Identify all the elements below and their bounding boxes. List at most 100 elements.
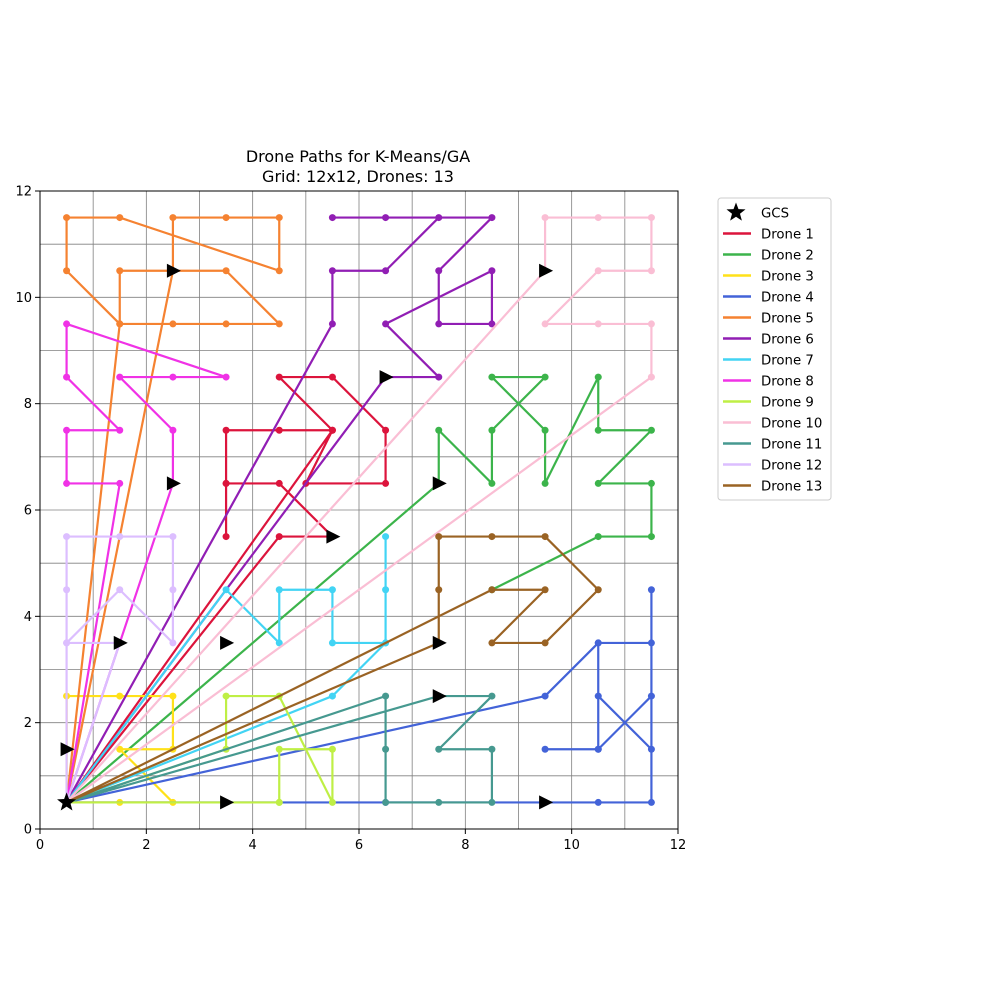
direction-marker-drone-4 [539, 795, 554, 810]
waypoint-drone-5 [116, 267, 124, 275]
waypoint-drone-10 [594, 320, 602, 328]
waypoint-drone-13 [488, 586, 496, 594]
series-drone-7 [65, 533, 390, 804]
waypoint-drone-1 [222, 426, 230, 434]
waypoint-drone-1 [275, 373, 283, 381]
direction-marker-drone-6 [379, 370, 394, 385]
waypoint-drone-5 [222, 267, 230, 275]
waypoint-drone-4 [647, 586, 655, 594]
legend-label: Drone 2 [761, 249, 814, 264]
waypoint-drone-11 [488, 745, 496, 753]
waypoint-drone-9 [328, 798, 336, 806]
waypoint-drone-11 [488, 692, 496, 700]
plot-area: 0 2 4 6 8 10 12 0 2 4 6 8 10 12 [15, 185, 686, 854]
x-tick-label: 8 [461, 838, 469, 853]
waypoint-drone-13 [594, 586, 602, 594]
waypoint-drone-13 [488, 639, 496, 647]
waypoint-drone-11 [435, 798, 443, 806]
waypoint-drone-7 [328, 586, 336, 594]
waypoint-drone-9 [222, 692, 230, 700]
x-tick-label: 4 [249, 838, 257, 853]
waypoint-drone-4 [594, 745, 602, 753]
waypoint-drone-3 [116, 745, 124, 753]
waypoint-drone-8 [116, 373, 124, 381]
legend-label: Drone 10 [761, 417, 822, 432]
legend-label: Drone 4 [761, 291, 814, 306]
waypoint-drone-1 [275, 479, 283, 487]
waypoint-drone-2 [435, 426, 443, 434]
waypoint-drone-3 [169, 692, 177, 700]
waypoint-drone-1 [328, 426, 336, 434]
waypoint-drone-2 [541, 373, 549, 381]
waypoint-drone-7 [222, 586, 230, 594]
legend-label: Drone 7 [761, 354, 814, 369]
waypoint-drone-10 [647, 320, 655, 328]
legend-item-drone-8: Drone 8 [723, 375, 814, 390]
waypoint-drone-4 [647, 798, 655, 806]
direction-marker-drone-10 [539, 263, 554, 278]
waypoint-drone-5 [275, 267, 283, 275]
waypoint-drone-12 [169, 639, 177, 647]
waypoint-drone-13 [488, 533, 496, 541]
waypoint-drone-2 [594, 373, 602, 381]
legend-item-drone-9: Drone 9 [723, 396, 814, 411]
waypoint-drone-4 [541, 745, 549, 753]
waypoint-drone-5 [222, 214, 230, 222]
waypoint-drone-5 [116, 214, 124, 222]
legend-label: Drone 11 [761, 438, 822, 453]
direction-markers [60, 263, 554, 810]
tick-layer: 0 2 4 6 8 10 12 0 2 4 6 8 10 12 [15, 185, 686, 854]
waypoint-drone-8 [222, 373, 230, 381]
waypoint-drone-13 [435, 586, 443, 594]
path-line-drone-5 [65, 216, 281, 804]
waypoint-drone-10 [594, 214, 602, 222]
direction-marker-drone-7 [220, 635, 235, 650]
gcs-layer [57, 792, 77, 811]
x-tick-label: 6 [355, 838, 363, 853]
waypoint-drone-12 [63, 639, 71, 647]
y-tick-label: 8 [24, 397, 32, 412]
legend-item-drone-3: Drone 3 [723, 270, 814, 285]
waypoint-drone-7 [382, 533, 390, 541]
waypoint-drone-2 [594, 533, 602, 541]
direction-marker-drone-8 [166, 476, 181, 491]
waypoint-drone-6 [382, 320, 390, 328]
waypoint-drone-7 [328, 692, 336, 700]
waypoint-drone-8 [63, 426, 71, 434]
waypoint-drone-4 [647, 745, 655, 753]
waypoint-drone-12 [169, 586, 177, 594]
waypoint-drone-11 [382, 798, 390, 806]
waypoint-drone-6 [488, 267, 496, 275]
waypoint-drone-1 [222, 533, 230, 541]
waypoint-drone-7 [275, 586, 283, 594]
waypoint-drone-7 [275, 639, 283, 647]
legend-box [717, 197, 832, 501]
waypoint-drone-2 [647, 533, 655, 541]
waypoint-drone-8 [116, 426, 124, 434]
waypoint-drone-4 [594, 639, 602, 647]
direction-marker-drone-9 [220, 795, 235, 810]
waypoint-drone-6 [435, 267, 443, 275]
waypoint-drone-8 [63, 320, 71, 328]
waypoint-drone-5 [275, 320, 283, 328]
waypoint-drone-6 [435, 373, 443, 381]
waypoint-drone-4 [594, 692, 602, 700]
direction-marker-drone-5 [166, 263, 181, 278]
waypoint-drone-6 [488, 214, 496, 222]
waypoint-drone-10 [594, 267, 602, 275]
waypoint-drone-4 [594, 798, 602, 806]
waypoint-drone-1 [328, 373, 336, 381]
waypoint-drone-11 [488, 798, 496, 806]
series-drone-6 [65, 214, 496, 804]
waypoint-drone-1 [275, 426, 283, 434]
legend-item-drone-10: Drone 10 [723, 417, 822, 432]
legend-label: Drone 13 [761, 480, 822, 495]
waypoint-drone-1 [275, 533, 283, 541]
waypoint-drone-6 [488, 320, 496, 328]
waypoint-drone-3 [116, 692, 124, 700]
waypoint-drone-2 [647, 426, 655, 434]
path-line-drone-13 [65, 535, 600, 804]
series-drone-2 [65, 373, 655, 804]
legend-label: Drone 12 [761, 459, 822, 474]
chart-title: Drone Paths for K-Means/GA [246, 147, 470, 166]
